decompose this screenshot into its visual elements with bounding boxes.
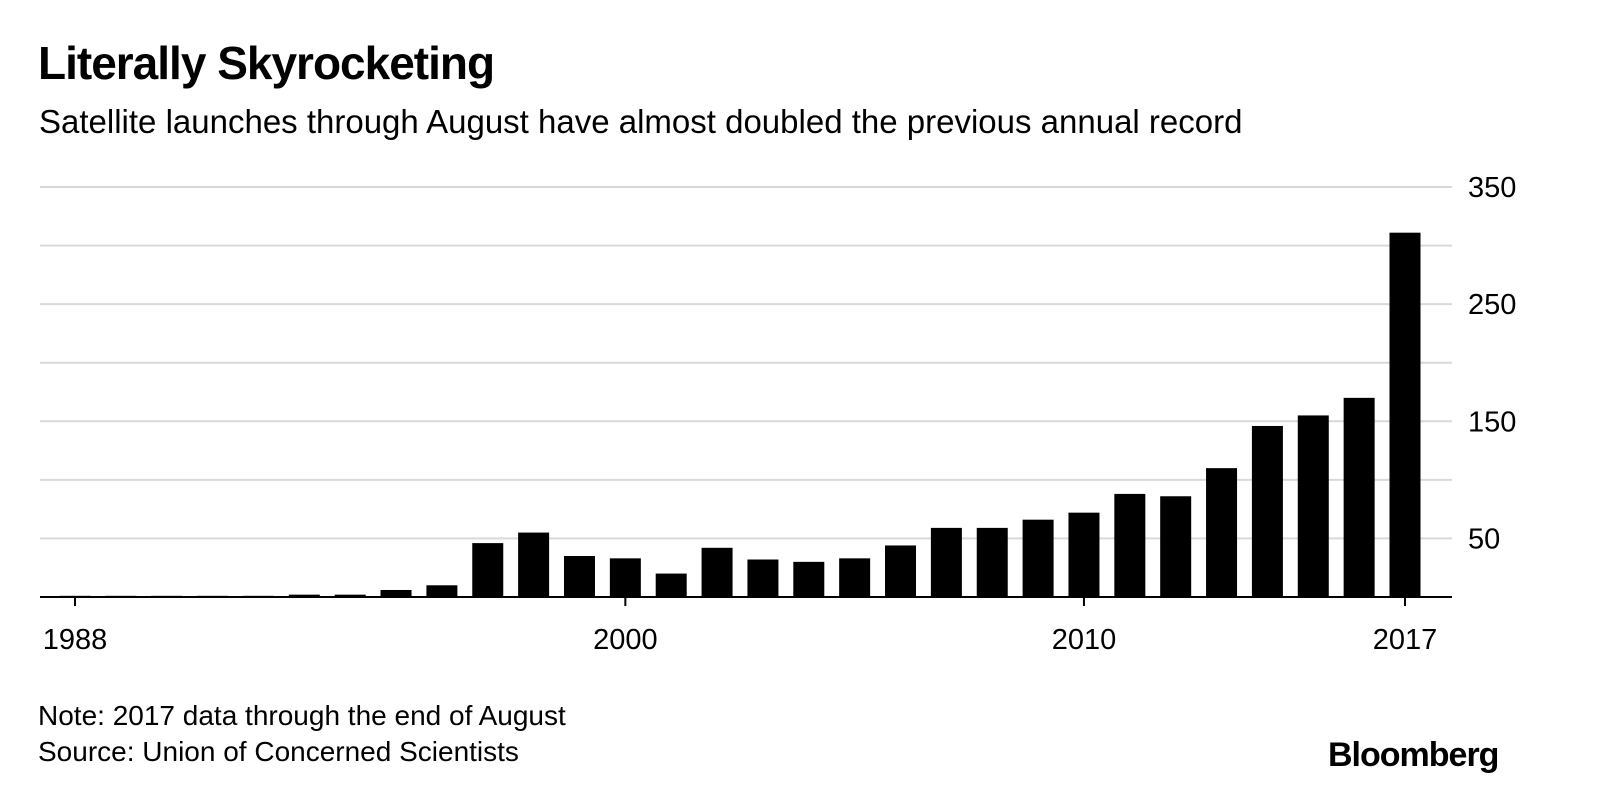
bar-2005 xyxy=(839,558,871,597)
x-axis: 1988 2000 2010 2017 xyxy=(40,596,1452,656)
bar-1997 xyxy=(472,543,504,597)
chart-note: Note: 2017 data through the end of Augus… xyxy=(38,700,566,731)
bar-2004 xyxy=(793,561,825,597)
y-tick-label-150: 150 xyxy=(1468,406,1516,438)
chart-title: Literally Skyrocketing xyxy=(38,37,495,89)
bar-2011 xyxy=(1114,493,1146,597)
y-tick-label-50: 50 xyxy=(1468,523,1500,555)
bar-chart: 1988 2000 2010 2017 50 150 250 350 xyxy=(40,172,1516,656)
bar-2017 xyxy=(1389,232,1421,597)
bar-2006 xyxy=(885,545,917,597)
x-tick-label-2000: 2000 xyxy=(593,624,658,656)
bar-2001 xyxy=(655,573,687,597)
bar-2012 xyxy=(1160,496,1192,597)
bar-2008 xyxy=(976,527,1008,597)
bar-1995 xyxy=(380,589,412,597)
bar-2002 xyxy=(701,547,733,597)
y-tick-label-350: 350 xyxy=(1468,172,1516,204)
bar-2003 xyxy=(747,559,779,597)
bar-2007 xyxy=(930,527,962,597)
bloomberg-logo: Bloomberg xyxy=(1328,736,1499,774)
x-tick-label-2017: 2017 xyxy=(1373,624,1438,656)
bars xyxy=(59,232,1421,597)
bar-2009 xyxy=(1022,519,1054,597)
x-tick-label-1988: 1988 xyxy=(43,624,108,656)
bar-2014 xyxy=(1251,425,1283,597)
y-tick-label-250: 250 xyxy=(1468,289,1516,321)
bar-1994 xyxy=(334,594,366,597)
chart-source: Source: Union of Concerned Scientists xyxy=(38,736,519,767)
chart-subtitle: Satellite launches through August have a… xyxy=(39,103,1243,140)
bar-2016 xyxy=(1343,397,1375,597)
bar-1999 xyxy=(563,556,595,597)
bar-1993 xyxy=(288,594,320,597)
bar-1998 xyxy=(518,532,550,597)
bar-2000 xyxy=(609,558,641,597)
y-axis: 50 150 250 350 xyxy=(1468,172,1516,555)
bar-2013 xyxy=(1206,468,1238,597)
gridlines xyxy=(40,186,1452,540)
bar-2010 xyxy=(1068,512,1100,597)
bar-2015 xyxy=(1297,415,1329,597)
bar-1996 xyxy=(426,585,458,597)
x-tick-label-2010: 2010 xyxy=(1052,624,1117,656)
